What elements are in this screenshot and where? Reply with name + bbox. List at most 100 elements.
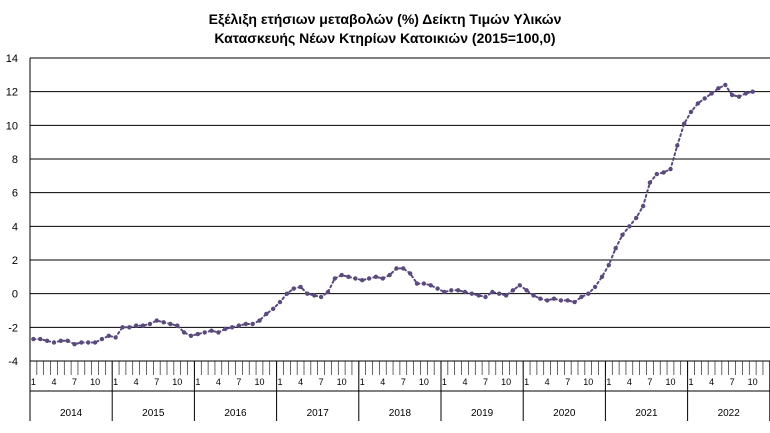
data-point bbox=[195, 331, 200, 337]
series-line bbox=[32, 83, 754, 346]
data-point bbox=[695, 101, 701, 106]
x-month-tick-label: 4 bbox=[545, 377, 550, 387]
x-month-tick-label: 7 bbox=[565, 377, 570, 387]
y-tick-label: 12 bbox=[6, 87, 18, 99]
data-point bbox=[435, 286, 440, 291]
x-month-tick-label: 4 bbox=[627, 377, 632, 387]
data-point bbox=[586, 291, 591, 296]
data-point bbox=[216, 330, 221, 335]
x-month-tick-label: 7 bbox=[236, 377, 241, 387]
y-tick-label: 0 bbox=[12, 289, 18, 301]
data-point bbox=[250, 321, 255, 327]
data-point bbox=[373, 274, 379, 279]
data-point bbox=[38, 336, 43, 342]
data-point bbox=[271, 306, 276, 311]
data-point bbox=[545, 298, 550, 303]
data-point bbox=[127, 325, 132, 330]
data-point bbox=[223, 326, 228, 332]
x-year-label: 2018 bbox=[389, 408, 412, 419]
data-point bbox=[634, 215, 639, 221]
x-month-tick-label: 1 bbox=[278, 377, 283, 387]
x-month-tick-label: 10 bbox=[254, 377, 264, 387]
data-point bbox=[647, 180, 653, 185]
y-tick-label: 4 bbox=[12, 221, 18, 233]
chart-title-line2: Κατασκευής Νέων Κτηρίων Κατοικιών (2015=… bbox=[214, 30, 556, 46]
x-year-label: 2015 bbox=[142, 408, 165, 419]
data-point bbox=[572, 299, 577, 305]
data-point bbox=[503, 293, 509, 298]
x-month-tick-label: 10 bbox=[665, 377, 675, 387]
x-month-tick-label: 1 bbox=[689, 377, 694, 387]
x-month-tick-label: 7 bbox=[154, 377, 159, 387]
data-point bbox=[449, 288, 454, 293]
data-point bbox=[44, 338, 50, 343]
x-month-tick-label: 10 bbox=[172, 377, 182, 387]
data-point bbox=[702, 96, 707, 101]
x-month-tick-label: 4 bbox=[298, 377, 303, 387]
x-month-tick-label: 7 bbox=[483, 377, 488, 387]
data-point bbox=[346, 274, 351, 279]
data-point bbox=[243, 321, 248, 327]
x-month-tick-label: 1 bbox=[442, 377, 447, 387]
data-point bbox=[134, 323, 139, 328]
series-plot bbox=[31, 82, 755, 347]
x-year-label: 2017 bbox=[307, 408, 330, 419]
x-month-tick-label: 4 bbox=[380, 377, 385, 387]
data-point bbox=[716, 86, 721, 91]
data-point bbox=[627, 224, 632, 229]
data-point bbox=[188, 333, 194, 338]
x-month-tick-label: 4 bbox=[709, 377, 714, 387]
data-point bbox=[113, 335, 118, 340]
data-point bbox=[688, 109, 694, 115]
data-point bbox=[257, 318, 262, 323]
x-month-tick-label: 10 bbox=[419, 377, 429, 387]
data-point bbox=[517, 283, 522, 288]
data-point bbox=[613, 246, 618, 251]
data-point bbox=[202, 330, 207, 335]
data-point bbox=[620, 232, 625, 237]
x-year-label: 2019 bbox=[471, 408, 494, 419]
data-point bbox=[408, 271, 413, 276]
x-month-tick-label: 7 bbox=[72, 377, 77, 387]
x-month-tick-label: 1 bbox=[31, 377, 36, 387]
data-point bbox=[380, 276, 385, 281]
data-point bbox=[551, 296, 557, 301]
data-point bbox=[175, 323, 180, 328]
y-tick-label: -4 bbox=[8, 356, 18, 368]
data-point bbox=[675, 143, 680, 148]
data-point bbox=[661, 170, 666, 175]
x-year-label: 2014 bbox=[60, 408, 83, 419]
data-point bbox=[154, 318, 159, 323]
data-point bbox=[442, 289, 447, 295]
data-point bbox=[421, 281, 427, 286]
x-month-tick-label: 10 bbox=[748, 377, 758, 387]
data-point bbox=[599, 274, 605, 279]
y-tick-label: 10 bbox=[6, 120, 18, 132]
data-point bbox=[79, 340, 84, 345]
data-point bbox=[490, 289, 495, 295]
x-month-tick-label: 7 bbox=[401, 377, 406, 387]
x-month-tick-label: 10 bbox=[583, 377, 593, 387]
data-point bbox=[325, 289, 331, 295]
x-month-tick-label: 4 bbox=[462, 377, 467, 387]
data-point bbox=[229, 325, 235, 330]
data-point bbox=[531, 293, 536, 298]
data-point bbox=[120, 325, 125, 330]
x-month-tick-label: 1 bbox=[606, 377, 611, 387]
data-point bbox=[72, 342, 77, 347]
data-point bbox=[387, 272, 392, 278]
x-month-tick-label: 7 bbox=[647, 377, 652, 387]
x-month-tick-label: 10 bbox=[90, 377, 100, 387]
data-point bbox=[654, 171, 659, 177]
data-point bbox=[723, 82, 728, 88]
data-point bbox=[709, 91, 714, 96]
data-point bbox=[284, 291, 290, 296]
data-point bbox=[558, 298, 564, 303]
data-point bbox=[750, 89, 755, 94]
chart-title-line1: Εξέλιξη ετήσιων μεταβολών (%) Δείκτη Τιμ… bbox=[208, 11, 562, 27]
data-point bbox=[305, 291, 310, 296]
data-point bbox=[264, 311, 269, 317]
data-point bbox=[209, 328, 214, 333]
data-point bbox=[510, 288, 516, 293]
data-point bbox=[394, 266, 399, 271]
